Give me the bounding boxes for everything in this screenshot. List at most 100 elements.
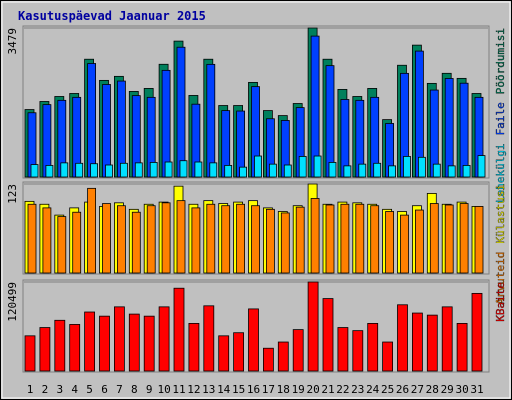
x-tick-label: 24	[366, 383, 380, 396]
bar	[206, 203, 216, 274]
bar	[325, 65, 335, 178]
x-tick-label: 7	[116, 383, 123, 396]
x-tick-label: 30	[455, 383, 468, 396]
bar	[268, 163, 277, 178]
x-tick-label: 23	[351, 383, 364, 396]
bar	[57, 216, 67, 274]
bar	[295, 206, 305, 274]
x-tick-label: 11	[172, 383, 185, 396]
x-tick-label: 6	[101, 383, 108, 396]
bar	[87, 63, 96, 178]
bar	[87, 187, 96, 274]
bar	[39, 327, 51, 372]
x-tick-label: 10	[157, 383, 170, 396]
bar	[179, 160, 188, 178]
bar	[325, 204, 335, 274]
bar	[143, 315, 155, 372]
bar	[131, 211, 141, 274]
bar	[429, 203, 439, 274]
x-tick-label: 13	[202, 383, 215, 396]
bar	[24, 335, 36, 372]
bar	[456, 323, 468, 372]
x-tick-label: 12	[187, 383, 200, 396]
bar	[462, 165, 471, 178]
bar	[173, 287, 185, 372]
bar	[459, 203, 469, 274]
chart-title: Kasutuspäevad Jaanuar 2015	[18, 9, 206, 23]
legend-entry: KBaite	[494, 282, 507, 322]
legend-entry: Faile	[494, 102, 507, 135]
x-tick-label: 2	[42, 383, 49, 396]
bar	[340, 99, 350, 178]
bar	[102, 203, 111, 274]
legend-entry: Pöördumisi	[494, 28, 507, 94]
bar	[120, 162, 128, 178]
bar	[236, 203, 246, 274]
bar	[385, 211, 395, 274]
bar	[99, 315, 110, 372]
bar	[265, 208, 275, 274]
bar	[128, 313, 140, 372]
bar	[471, 292, 483, 372]
x-tick-label: 5	[86, 383, 93, 396]
bar	[292, 329, 304, 372]
x-tick-label: 22	[336, 383, 349, 396]
bar	[388, 165, 397, 178]
bar	[298, 156, 307, 178]
x-tick-label: 15	[232, 383, 245, 396]
x-tick-label: 3	[56, 383, 63, 396]
bar	[310, 198, 320, 274]
bar	[69, 324, 81, 372]
bar	[60, 162, 69, 178]
x-tick-label: 25	[381, 383, 394, 396]
bar	[441, 306, 453, 372]
x-tick-label: 26	[396, 383, 409, 396]
legend-entry: Lehekülgi	[494, 143, 507, 203]
bar	[30, 164, 39, 178]
x-tick-label: 20	[306, 383, 319, 396]
bar	[206, 63, 216, 178]
bar	[444, 204, 454, 274]
y-tick-label: 120499	[6, 282, 19, 322]
x-tick-label: 8	[131, 383, 138, 396]
bar	[72, 211, 82, 274]
bar	[45, 165, 54, 178]
bar	[161, 69, 171, 178]
bar	[403, 156, 411, 178]
bar	[313, 155, 322, 178]
bar	[337, 327, 349, 372]
bar	[114, 306, 125, 372]
bar	[340, 203, 350, 274]
x-tick-label: 29	[441, 383, 454, 396]
bar	[322, 298, 334, 372]
bar	[176, 200, 186, 274]
bar	[224, 165, 233, 178]
bar	[414, 209, 424, 274]
bar	[105, 164, 113, 178]
bar	[397, 304, 408, 372]
x-tick-label: 27	[411, 383, 424, 396]
bar	[54, 319, 66, 372]
bar	[42, 207, 52, 274]
bar	[239, 166, 248, 178]
bar	[373, 162, 382, 178]
bar	[161, 202, 171, 274]
bar	[277, 341, 289, 372]
bar	[280, 212, 290, 274]
bar	[158, 306, 170, 372]
bar	[474, 206, 484, 274]
bar	[355, 203, 365, 274]
y-tick-label: 123	[6, 184, 19, 204]
bar	[432, 163, 441, 178]
bar	[262, 347, 274, 372]
bar	[328, 162, 337, 178]
y-tick-label: 3479	[6, 28, 19, 55]
bar	[117, 205, 126, 274]
x-tick-label: 9	[146, 383, 153, 396]
x-tick-label: 17	[262, 383, 275, 396]
legend-entry: Arvuteid	[494, 252, 507, 305]
bar	[117, 80, 126, 178]
bar	[221, 205, 231, 274]
